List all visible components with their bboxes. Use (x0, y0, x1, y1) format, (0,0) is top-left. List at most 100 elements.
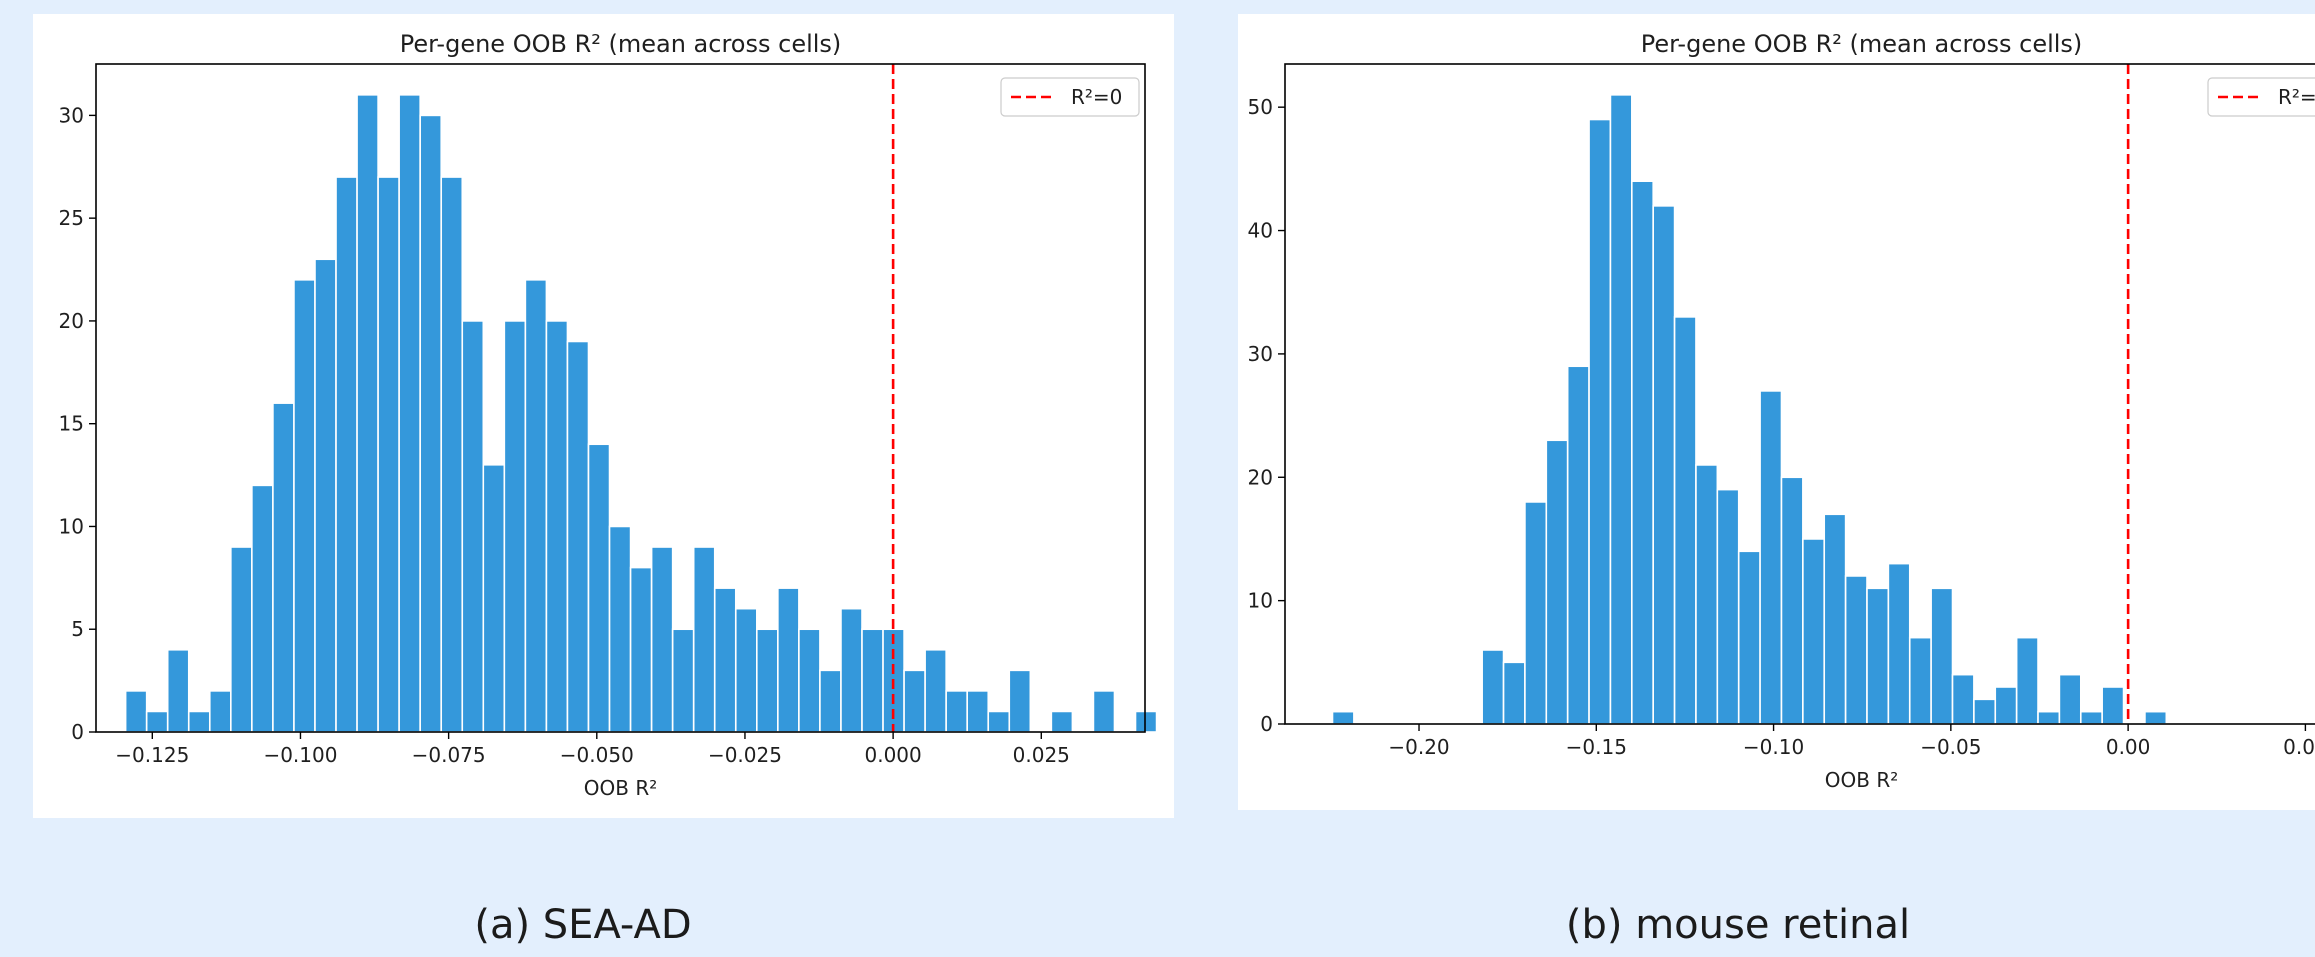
histogram-bar (756, 628, 779, 733)
histogram-bar (1134, 710, 1158, 733)
histogram-bar (650, 546, 674, 733)
y-tick-label: 0 (71, 720, 84, 744)
y-tick-label: 10 (59, 514, 84, 538)
x-tick-label: 0.000 (864, 743, 921, 767)
histogram-bar (924, 648, 947, 733)
x-tick-label: −0.050 (560, 743, 634, 767)
y-tick-label: 10 (1248, 589, 1273, 613)
legend-box (1000, 77, 1140, 117)
histogram-bar (1780, 476, 1804, 725)
histogram-bar (777, 587, 800, 733)
histogram-sea-ad: 0 5 10 15 20 25 30 −0.125 −0.100 −0.075 −0.050 −0.0… (59, 30, 1158, 800)
chart-title: Per-gene OOB R² (mean across cells) (1641, 30, 2083, 58)
histogram-bar (1759, 390, 1783, 725)
histogram-bar (2058, 673, 2082, 725)
legend: R²= (2207, 77, 2315, 117)
histogram-bar (314, 258, 337, 733)
histogram-bar (713, 587, 737, 733)
y-tick-label: 25 (59, 206, 84, 230)
chart-panel-sea-ad: 0 5 10 15 20 25 30 −0.125 −0.100 −0.075 −0.050 −0.0… (33, 14, 1174, 818)
histogram-bar (671, 628, 695, 733)
histogram-bar (1008, 669, 1032, 733)
histogram-bar (1973, 698, 1997, 725)
histogram-bar (1930, 587, 1954, 725)
x-tick-label: −0.10 (1743, 735, 1804, 759)
x-tick-label: −0.05 (1920, 735, 1981, 759)
chart-title: Per-gene OOB R² (mean across cells) (400, 30, 842, 58)
histogram-bar (1716, 488, 1740, 725)
histogram-bar (356, 94, 379, 733)
histogram-bar (1588, 118, 1612, 725)
histogram-bar (1673, 316, 1697, 725)
histogram-bar (440, 176, 464, 733)
histogram-bar (1502, 661, 1526, 725)
legend-box (2207, 77, 2315, 117)
histogram-bar (587, 443, 611, 733)
y-tick-label: 30 (1248, 342, 1273, 366)
histogram-bar (734, 607, 758, 733)
histogram-bar (2101, 686, 2125, 725)
histogram-bar (1802, 538, 1826, 725)
histogram-bar (608, 525, 632, 733)
histogram-bar (482, 463, 506, 733)
histogram-bar (987, 710, 1011, 733)
histogram-bar (1652, 205, 1676, 725)
histogram-bar (524, 279, 548, 733)
histogram-bar (398, 94, 421, 733)
histogram-bar (293, 279, 316, 733)
histogram-bar (840, 607, 863, 733)
histogram-bar (272, 402, 295, 733)
histogram-bar (945, 690, 969, 733)
x-tick-label: 0.00 (2106, 735, 2151, 759)
histogram-bar (798, 628, 821, 733)
histogram-bar (145, 710, 169, 733)
histogram-bar (335, 176, 358, 733)
histogram-bar (251, 484, 274, 733)
histogram-bar (503, 320, 527, 733)
histogram-bar (1545, 439, 1569, 725)
histogram-bar (1908, 636, 1932, 725)
histogram-bar (187, 710, 211, 733)
histogram-bar (377, 176, 400, 733)
histogram-bar (1609, 94, 1633, 725)
y-tick-label: 40 (1248, 219, 1273, 243)
histogram-bar (1695, 464, 1719, 725)
histogram-bar (166, 648, 190, 733)
histogram-bar (1994, 686, 2018, 725)
x-tick-label: 0.025 (1013, 743, 1070, 767)
x-tick-label: 0.05 (2283, 735, 2315, 759)
histogram-bar (1481, 649, 1505, 725)
y-tick-label: 5 (71, 617, 84, 641)
caption-mouse-retinal: (b) mouse retinal (1565, 902, 1911, 948)
histogram-bar (545, 320, 569, 733)
histogram-bar (1331, 710, 1355, 725)
histogram-bar (2015, 636, 2039, 725)
histogram-bar (1050, 710, 1074, 733)
histogram-bar (1844, 575, 1868, 725)
histogram-bar (230, 546, 253, 733)
histogram-bar (1866, 587, 1890, 725)
y-tick-label: 0 (1260, 712, 1273, 736)
x-tick-label: −0.100 (263, 743, 337, 767)
histogram-bar (419, 114, 443, 733)
histogram-bar (461, 320, 485, 733)
x-axis-label: OOB R² (584, 776, 657, 800)
histogram-bar (1092, 690, 1116, 733)
histogram-bar (2079, 710, 2103, 725)
x-axis-label: OOB R² (1825, 768, 1898, 792)
y-tick-label: 20 (59, 309, 84, 333)
histogram-bar (1951, 673, 1975, 725)
y-tick-label: 20 (1248, 465, 1273, 489)
histogram-bar (2144, 710, 2168, 725)
x-tick-label: −0.075 (412, 743, 486, 767)
histogram-bar (819, 669, 842, 733)
histogram-bar (1566, 365, 1590, 725)
legend: R²=0 (1000, 77, 1140, 117)
histogram-bar (1887, 562, 1911, 725)
legend-label: R²= (2278, 85, 2315, 109)
y-tick-label: 30 (59, 103, 84, 127)
histogram-bar (1631, 180, 1655, 725)
legend-label: R²=0 (1071, 85, 1122, 109)
histogram-bar (208, 690, 232, 733)
chart-panel-mouse-retinal: 0 10 20 30 40 50 −0.20 −0.15 −0.10 −0.05 0.00 0.05 P… (1238, 14, 2315, 810)
